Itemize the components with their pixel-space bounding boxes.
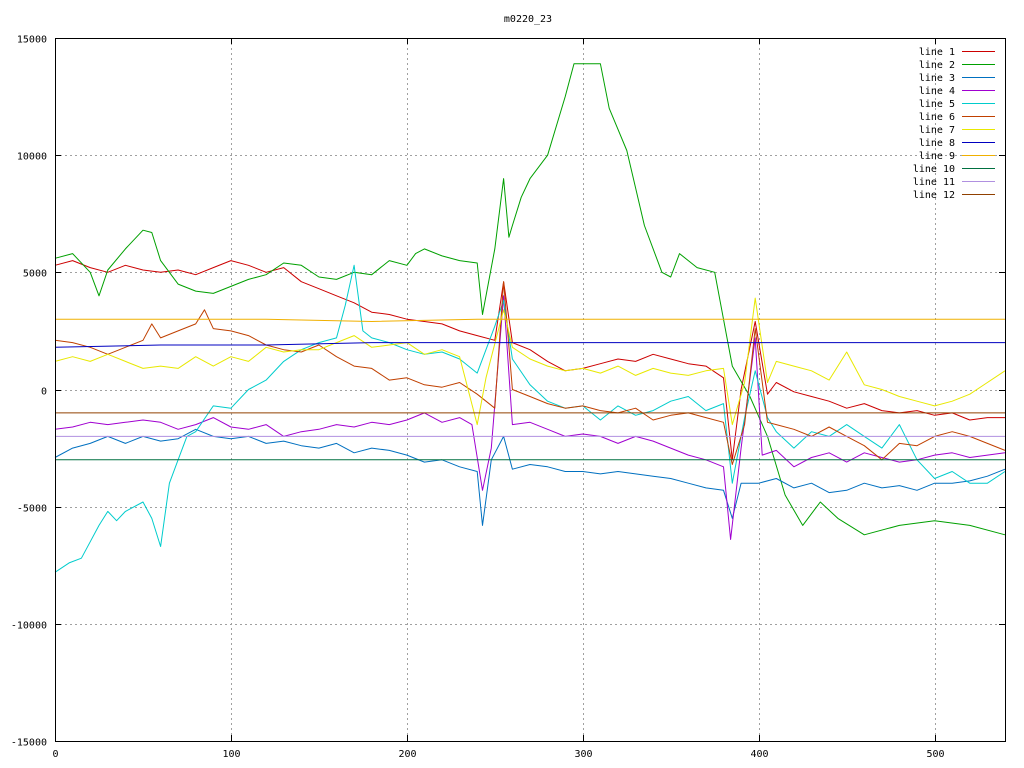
series-line-2: [54, 63, 1006, 536]
legend-label-1: line 1: [919, 47, 955, 58]
legend-label-12: line 12: [913, 190, 955, 201]
legend-label-8: line 8: [919, 138, 955, 149]
legend: line 1 line 2 line 3 line 4 line 5 line 6 line…: [913, 47, 995, 201]
legend-label-3: line 3: [919, 73, 955, 84]
legend-label-9: line 9: [919, 151, 955, 162]
legend-label-11: line 11: [913, 177, 955, 188]
x-tick-label: 200: [398, 749, 416, 760]
legend-label-5: line 5: [919, 99, 955, 110]
series-line-9: [55, 318, 1005, 322]
y-tick-label: -15000: [11, 738, 47, 749]
legend-label-4: line 4: [919, 86, 955, 97]
series-line-7: [54, 297, 1006, 426]
series-line-6: [54, 281, 1006, 465]
y-tick-label: -10000: [11, 621, 47, 632]
x-tick-label: 400: [750, 749, 768, 760]
legend-label-7: line 7: [919, 125, 955, 136]
series-line-1: [54, 260, 1005, 461]
legend-label-2: line 2: [919, 60, 955, 71]
y-tick-label: -5000: [17, 504, 47, 515]
x-tick-label: 300: [574, 749, 592, 760]
x-tick-label: 100: [222, 749, 240, 760]
legend-label-10: line 10: [913, 164, 955, 175]
series-line-4: [54, 295, 1006, 540]
x-tick-label: 0: [52, 749, 58, 760]
axis-ticks: 0 100 200 300 400 500 -15000 -10000 -5000 0 5000 10…: [11, 35, 1005, 760]
y-tick-label: 0: [41, 387, 47, 398]
y-tick-label: 15000: [17, 35, 47, 46]
series-lines: [54, 63, 1006, 573]
series-line-5: [54, 264, 1006, 573]
y-tick-label: 5000: [23, 269, 47, 280]
legend-label-6: line 6: [919, 112, 955, 123]
grid-lines: [55, 38, 1005, 741]
chart-title: m0220_23: [504, 14, 552, 25]
series-line-8: [54, 342, 1005, 348]
x-tick-label: 500: [926, 749, 944, 760]
series-line-3: [54, 428, 1006, 526]
y-tick-label: 10000: [17, 152, 47, 163]
